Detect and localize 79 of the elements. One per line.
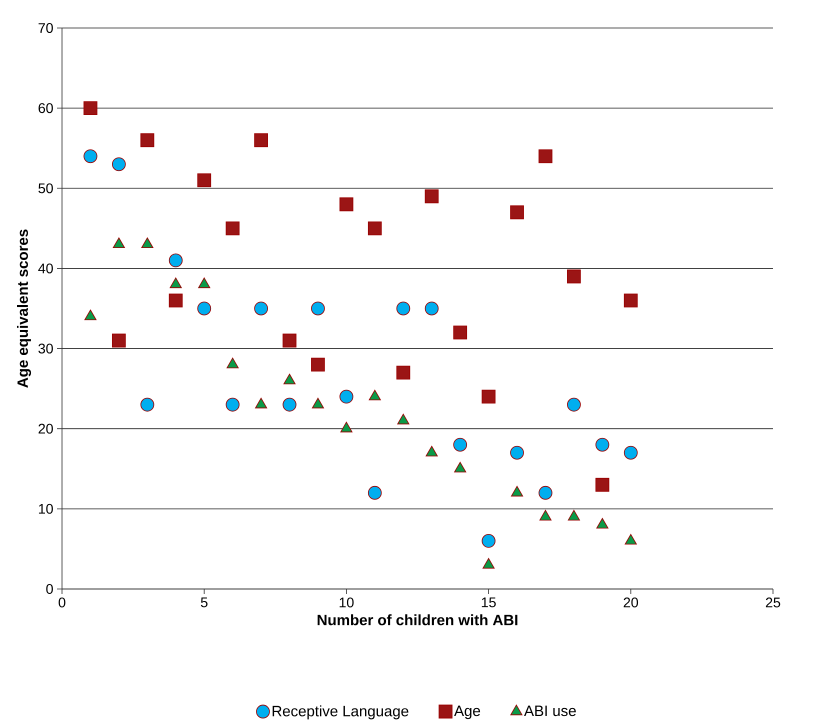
x-tick-label: 10	[340, 598, 354, 608]
point	[311, 358, 325, 372]
point	[453, 326, 468, 340]
y-tick-label: 30	[38, 344, 53, 354]
point	[453, 438, 468, 452]
point	[624, 294, 638, 308]
x-tick-label: 0	[58, 598, 66, 608]
point	[112, 157, 126, 172]
point	[84, 101, 98, 116]
point	[140, 133, 154, 148]
point	[226, 358, 239, 368]
point	[112, 238, 125, 248]
point	[396, 302, 410, 316]
point	[510, 446, 524, 460]
point	[282, 398, 296, 412]
legend-label: ABI use	[524, 706, 576, 716]
point	[567, 270, 581, 284]
point	[511, 486, 524, 497]
point	[368, 390, 381, 400]
point	[454, 462, 466, 473]
point	[197, 302, 212, 316]
point	[311, 302, 325, 316]
point	[340, 422, 352, 432]
point	[168, 254, 183, 268]
y-axis-title: Age equivalent scores	[16, 230, 32, 388]
y-tick-label: 0	[46, 584, 53, 594]
point	[624, 534, 637, 545]
point	[396, 366, 410, 380]
point	[567, 398, 581, 412]
point	[112, 334, 126, 348]
point	[168, 294, 183, 308]
point	[197, 173, 212, 188]
y-tick-label: 20	[38, 424, 53, 434]
point	[568, 510, 580, 521]
point	[596, 518, 608, 529]
point	[510, 206, 524, 220]
y-tick-label: 70	[38, 23, 53, 34]
legend-label: Age	[454, 706, 480, 720]
legend-label: Receptive Language	[272, 706, 408, 720]
point	[226, 222, 240, 236]
point	[282, 334, 296, 348]
x-tick-label: 25	[766, 598, 780, 608]
x-tick-label: 5	[200, 598, 208, 608]
x-tick-label: 15	[482, 598, 496, 608]
point	[140, 398, 154, 412]
point	[226, 398, 240, 412]
point	[198, 278, 210, 288]
point	[424, 190, 439, 204]
point	[283, 374, 296, 384]
x-axis-title: Number of children with ABI	[318, 614, 518, 626]
point	[141, 238, 154, 248]
point	[595, 478, 610, 492]
point	[368, 486, 382, 500]
point	[254, 133, 268, 148]
y-tick-label: 40	[38, 264, 53, 274]
point	[254, 302, 268, 316]
point	[482, 390, 496, 404]
y-tick-label: 10	[38, 504, 53, 514]
point	[397, 414, 410, 424]
point	[539, 510, 552, 521]
point	[424, 302, 439, 316]
point	[624, 446, 638, 460]
point	[482, 558, 495, 569]
point	[84, 149, 98, 164]
y-tick-label: 50	[38, 183, 53, 194]
point	[84, 310, 96, 320]
point	[368, 222, 382, 236]
point	[312, 398, 324, 408]
point	[255, 398, 268, 408]
point	[482, 534, 496, 548]
y-tick-label: 60	[38, 103, 53, 114]
point	[426, 446, 438, 457]
point	[340, 198, 354, 212]
x-tick-label: 20	[624, 598, 638, 608]
point	[538, 149, 552, 164]
point	[340, 390, 354, 404]
point	[595, 438, 610, 452]
point	[170, 278, 182, 288]
point	[538, 486, 552, 500]
